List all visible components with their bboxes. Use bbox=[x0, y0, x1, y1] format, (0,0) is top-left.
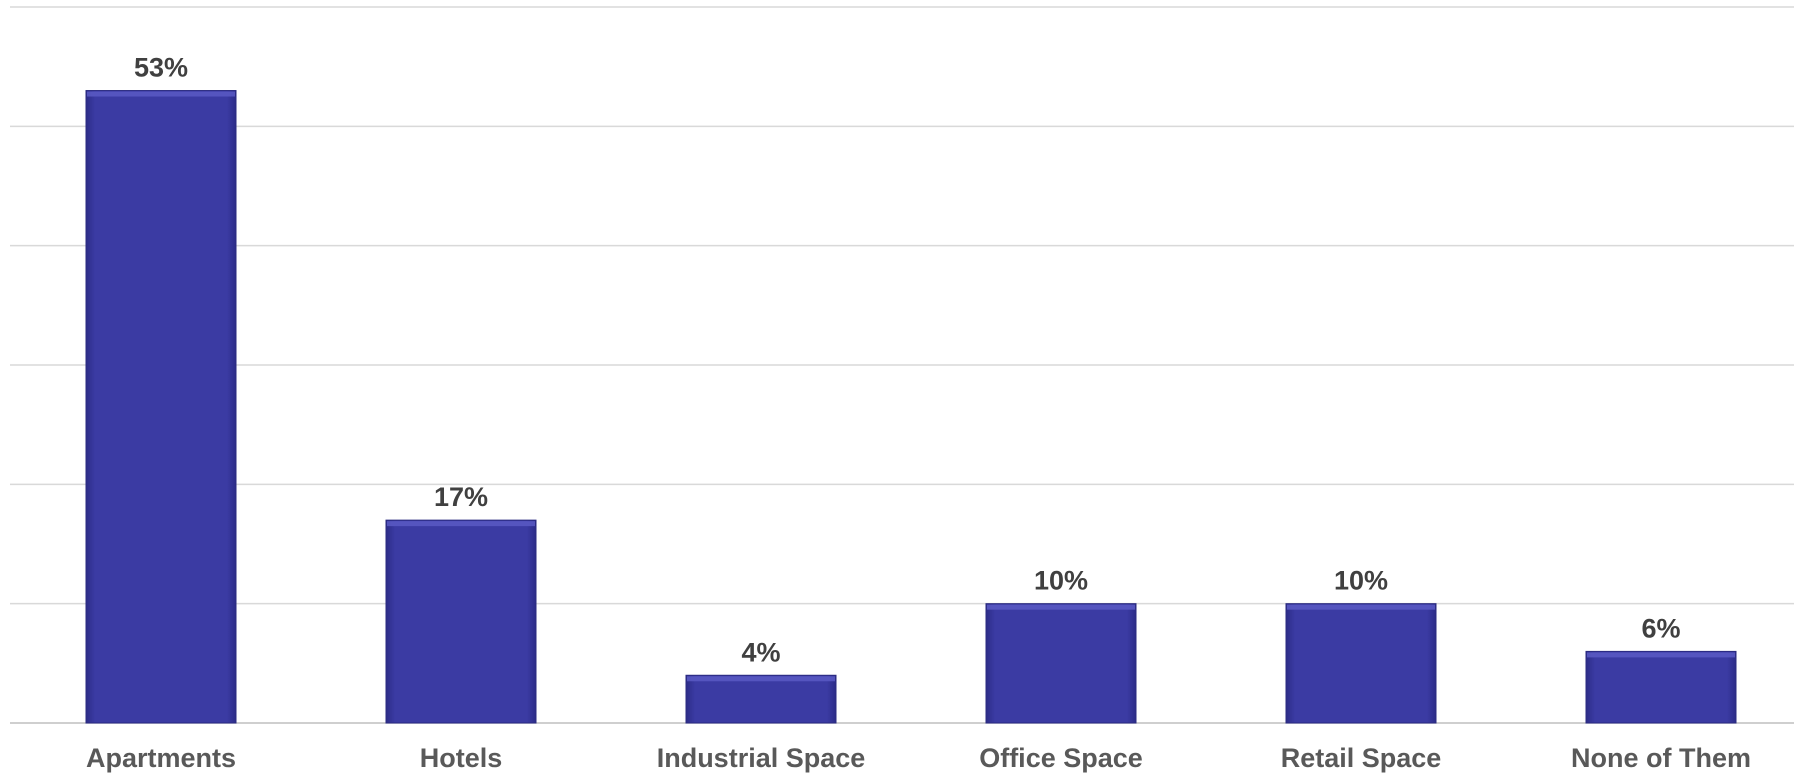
bar-highlight bbox=[987, 604, 1135, 610]
data-label: 53% bbox=[134, 53, 188, 83]
data-label: 6% bbox=[1641, 613, 1680, 643]
bar-highlight bbox=[687, 676, 835, 682]
category-label: Retail Space bbox=[1281, 743, 1442, 773]
bars bbox=[85, 90, 1737, 724]
gridlines bbox=[10, 6, 1794, 724]
bar-highlight bbox=[1587, 652, 1735, 658]
data-label: 10% bbox=[1034, 566, 1088, 596]
value-labels: 53% 17% 4% 10% 10% 6% bbox=[134, 53, 1681, 668]
bar-highlight bbox=[87, 91, 235, 97]
data-label: 4% bbox=[741, 637, 780, 667]
bar-highlight bbox=[1287, 604, 1435, 610]
data-label: 10% bbox=[1334, 566, 1388, 596]
category-label: None of Them bbox=[1571, 743, 1751, 773]
bar-highlight bbox=[387, 521, 535, 527]
bar-apartments bbox=[85, 90, 237, 724]
data-label: 17% bbox=[434, 482, 488, 512]
category-label: Industrial Space bbox=[657, 743, 866, 773]
bar-office-space bbox=[985, 603, 1137, 724]
bar-industrial-space bbox=[685, 674, 837, 724]
category-labels: Apartments Hotels Industrial Space Office S… bbox=[86, 743, 1751, 773]
bar-hotels bbox=[385, 519, 537, 724]
category-label: Office Space bbox=[979, 743, 1143, 773]
bar-none-of-them bbox=[1585, 650, 1737, 724]
category-label: Apartments bbox=[86, 743, 236, 773]
category-label: Hotels bbox=[420, 743, 503, 773]
bar-retail-space bbox=[1285, 603, 1437, 724]
